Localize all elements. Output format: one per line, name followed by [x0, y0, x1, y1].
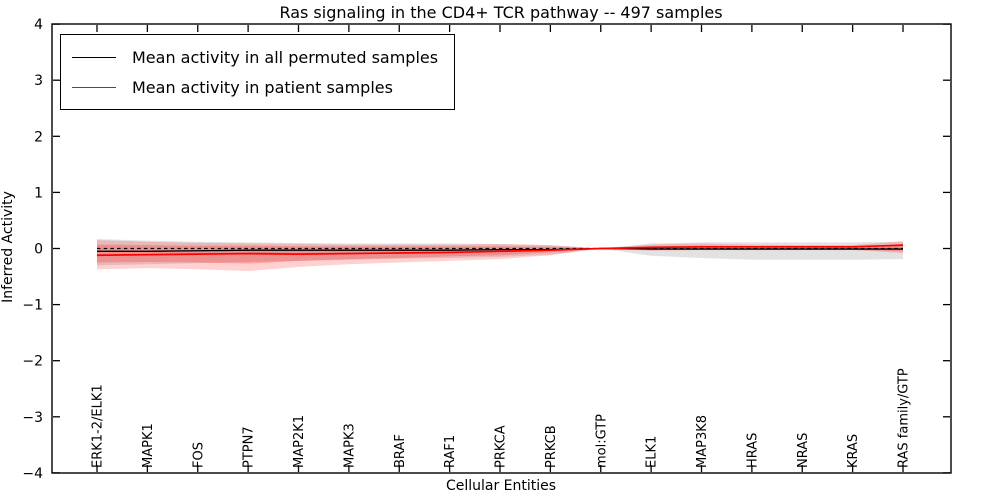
entity-tick-label: MAP3K8 — [695, 415, 710, 468]
legend-box: Mean activity in all permuted samples Me… — [60, 34, 456, 110]
patient-std-band-outer — [97, 240, 903, 271]
entity-tick-label: HRAS — [745, 433, 760, 468]
y-tick-label: −2 — [22, 354, 43, 370]
y-tick-label: 1 — [34, 185, 43, 201]
entity-tick-label: ERK1-2/ELK1 — [91, 384, 106, 468]
legend-item-patient: Mean activity in patient samples — [72, 72, 438, 102]
entity-tick-label: PRKCB — [544, 425, 559, 468]
y-tick-label: 0 — [34, 242, 43, 258]
y-tick-label: 2 — [34, 129, 43, 145]
x-axis-label: Cellular Entities — [445, 478, 557, 494]
y-tick-label: 4 — [34, 17, 43, 33]
y-tick-label: −1 — [22, 298, 43, 314]
legend-label-patient: Mean activity in patient samples — [132, 77, 393, 97]
axes-frame — [51, 23, 952, 474]
y-axis-label: Inferred Activity — [0, 191, 16, 303]
y-tick-label: −3 — [22, 410, 43, 426]
legend-item-permuted: Mean activity in all permuted samples — [72, 42, 438, 72]
entity-tick-label: NRAS — [796, 433, 811, 468]
chart-title: Ras signaling in the CD4+ TCR pathway --… — [279, 3, 723, 22]
entity-tick-label: BRAF — [393, 434, 408, 468]
permuted-mean-line — [97, 247, 903, 252]
y-tick-label: 3 — [34, 73, 43, 89]
entity-tick-label: PRKCA — [494, 425, 509, 468]
entity-tick-label: MAP2K1 — [292, 415, 307, 468]
entity-tick-label: KRAS — [846, 434, 861, 468]
entity-tick-label: RAF1 — [443, 435, 458, 468]
legend-label-permuted: Mean activity in all permuted samples — [132, 47, 439, 67]
entity-tick-label: ELK1 — [645, 436, 660, 468]
entity-tick-label: RAS family/GTP — [897, 368, 912, 468]
y-tick-label: −4 — [22, 466, 43, 482]
entity-tick-label: FOS — [191, 442, 206, 468]
black-line-sample-icon — [72, 56, 116, 58]
entity-tick-label: MAPK1 — [141, 423, 156, 468]
patient-mean-line — [96, 244, 904, 257]
entity-tick-label: MAPK3 — [342, 423, 357, 468]
entity-tick-label: PTPN7 — [242, 426, 257, 468]
entity-tick-label: mol:GTP — [594, 414, 609, 468]
red-line-sample-icon — [72, 86, 116, 88]
